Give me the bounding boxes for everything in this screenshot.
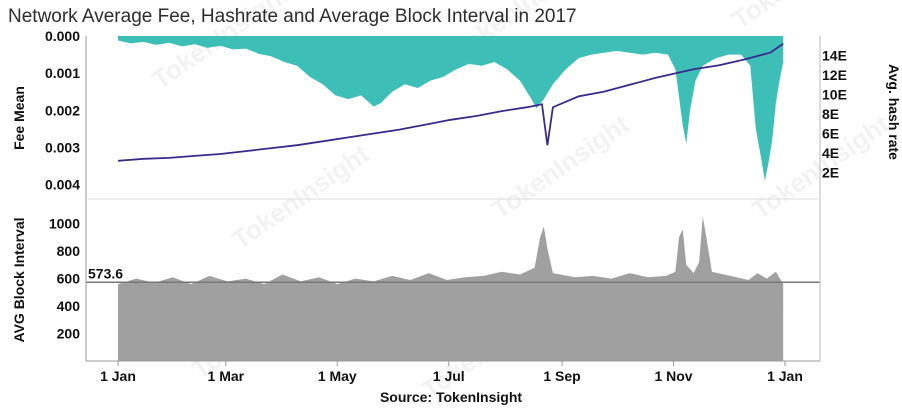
fee-mean-area <box>118 36 784 181</box>
hash-y-tick: 8E <box>822 106 839 122</box>
bottom-panel: 573.6 <box>86 216 820 361</box>
watermark-text: TokenInsight <box>726 0 874 35</box>
fee-y-tick: 0.001 <box>45 65 80 81</box>
x-tick-label: 1 Sep <box>543 368 580 384</box>
hash-y-tick: 2E <box>822 165 839 181</box>
fee-mean-axis-label: Fee Mean <box>11 86 27 150</box>
x-tick-label: 1 Nov <box>654 368 692 384</box>
x-tick-label: 1 Jan <box>767 368 803 384</box>
fee-y-tick: 0.002 <box>45 102 80 118</box>
fee-y-tick: 0.004 <box>45 177 80 193</box>
block-y-tick: 600 <box>57 271 81 287</box>
x-tick-label: 1 Mar <box>208 368 245 384</box>
hash-rate-axis-label: Avg. hash rate <box>886 64 902 160</box>
hash-y-tick: 14E <box>822 48 847 64</box>
hash-y-tick: 6E <box>822 126 839 142</box>
block-interval-axis-label: AVG Block Interval <box>11 217 27 342</box>
axes <box>85 36 821 362</box>
top-panel <box>117 36 784 181</box>
watermark-text: TokenInsight <box>226 138 374 254</box>
block-interval-area <box>118 216 784 361</box>
block-y-tick: 800 <box>57 243 81 259</box>
reference-line-label: 573.6 <box>88 265 123 281</box>
watermark-text: TokenInsight <box>486 108 634 224</box>
hash-y-tick: 10E <box>822 87 847 103</box>
x-tick-label: 1 Jul <box>433 368 465 384</box>
block-y-tick: 200 <box>57 326 81 342</box>
hash-y-tick: 4E <box>822 145 839 161</box>
source-caption: Source: TokenInsight <box>380 389 522 405</box>
fee-y-tick: 0.000 <box>45 28 80 44</box>
hash-y-tick: 12E <box>822 67 847 83</box>
hash-rate-line <box>117 43 784 162</box>
x-tick-label: 1 Jan <box>100 368 136 384</box>
tick-layer: 0.000 0.001 0.002 0.003 0.004 2E 4E 6E 8E 10E 12E 1… <box>45 28 847 384</box>
block-y-tick: 1000 <box>49 216 80 232</box>
block-y-tick: 400 <box>57 298 81 314</box>
fee-y-tick: 0.003 <box>45 139 80 155</box>
x-tick-label: 1 May <box>318 368 357 384</box>
chart-title: Network Average Fee, Hashrate and Averag… <box>8 6 577 27</box>
